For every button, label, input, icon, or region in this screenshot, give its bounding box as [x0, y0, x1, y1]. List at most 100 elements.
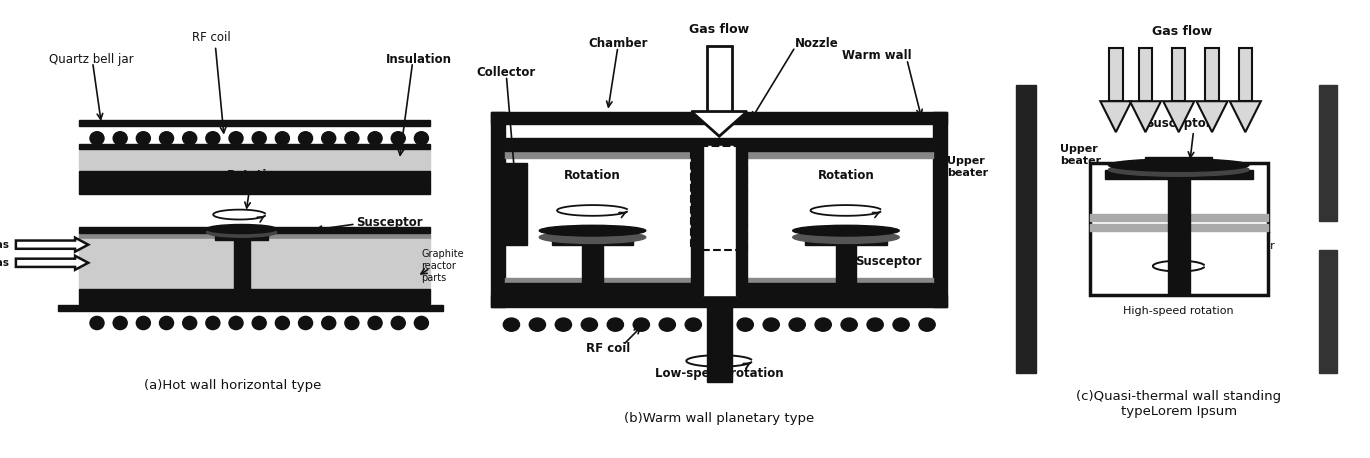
Ellipse shape	[207, 227, 277, 237]
Bar	[506, 163, 526, 245]
Text: Chamber: Chamber	[588, 37, 648, 50]
Ellipse shape	[793, 231, 899, 244]
Bar	[933, 111, 948, 307]
Bar	[1091, 214, 1267, 221]
Bar	[736, 146, 747, 295]
Circle shape	[114, 132, 127, 145]
Text: Insulation: Insulation	[386, 54, 452, 66]
Circle shape	[789, 318, 806, 331]
Bar	[707, 307, 732, 382]
Text: Collector: Collector	[475, 66, 536, 79]
Circle shape	[182, 316, 197, 330]
Circle shape	[369, 316, 382, 330]
Circle shape	[137, 316, 151, 330]
Circle shape	[345, 132, 359, 145]
Bar	[1145, 157, 1212, 169]
Bar	[79, 120, 430, 126]
Bar	[1167, 179, 1189, 295]
Bar	[79, 171, 430, 189]
Circle shape	[322, 132, 336, 145]
Bar	[79, 239, 430, 289]
Bar	[506, 278, 933, 284]
Polygon shape	[1196, 101, 1228, 132]
Circle shape	[737, 318, 754, 331]
Bar	[1104, 169, 1252, 179]
Circle shape	[633, 318, 649, 331]
Ellipse shape	[207, 224, 277, 234]
Bar	[1319, 85, 1337, 221]
Text: RF coil: RF coil	[585, 342, 630, 355]
Circle shape	[90, 132, 104, 145]
Text: Susceptor: Susceptor	[356, 216, 422, 229]
FancyArrow shape	[16, 256, 88, 270]
Bar	[490, 111, 506, 307]
Circle shape	[659, 318, 675, 331]
Bar	[506, 151, 933, 158]
Text: High-speed rotation: High-speed rotation	[1123, 306, 1234, 316]
Text: Gas flow: Gas flow	[689, 22, 749, 36]
Text: Rotation: Rotation	[818, 169, 874, 181]
Circle shape	[581, 318, 597, 331]
Bar	[79, 144, 430, 148]
Bar	[79, 149, 430, 170]
Circle shape	[182, 132, 197, 145]
Polygon shape	[1100, 101, 1132, 132]
Polygon shape	[1230, 101, 1260, 132]
Circle shape	[114, 316, 127, 330]
Text: Upper
beater: Upper beater	[1060, 144, 1101, 166]
Circle shape	[555, 318, 571, 331]
Bar	[582, 240, 603, 284]
Bar	[1173, 48, 1185, 101]
Circle shape	[392, 316, 406, 330]
Text: (b)Warm wall planetary type: (b)Warm wall planetary type	[625, 412, 814, 425]
Bar	[1017, 85, 1036, 373]
Text: Susceptor: Susceptor	[855, 256, 922, 268]
Circle shape	[159, 132, 174, 145]
Text: Upper
beater: Upper beater	[948, 156, 989, 178]
Circle shape	[607, 318, 623, 331]
Bar	[79, 289, 430, 304]
Circle shape	[90, 316, 104, 330]
Circle shape	[893, 318, 910, 331]
Text: Rotation: Rotation	[226, 169, 284, 181]
Ellipse shape	[793, 225, 899, 236]
Circle shape	[299, 316, 312, 330]
Bar	[1206, 48, 1219, 101]
Circle shape	[503, 318, 519, 331]
Circle shape	[711, 318, 727, 331]
Bar	[215, 233, 269, 240]
Bar	[1110, 48, 1122, 101]
Circle shape	[299, 132, 312, 145]
Circle shape	[137, 132, 151, 145]
Bar	[506, 138, 933, 151]
Circle shape	[919, 318, 936, 331]
Circle shape	[159, 316, 174, 330]
Bar	[552, 236, 633, 245]
Circle shape	[414, 132, 429, 145]
Bar	[490, 295, 948, 307]
Bar	[1238, 48, 1252, 101]
Bar	[58, 305, 444, 311]
Text: Low-speed rotation: Low-speed rotation	[655, 367, 784, 380]
Bar	[79, 234, 430, 239]
Circle shape	[763, 318, 780, 331]
Text: Rotation: Rotation	[564, 169, 621, 181]
Circle shape	[229, 132, 242, 145]
Text: RF coil: RF coil	[192, 31, 230, 44]
Polygon shape	[692, 111, 747, 136]
Bar	[703, 146, 736, 295]
Bar	[692, 146, 703, 295]
Text: Warm wall: Warm wall	[843, 49, 912, 62]
Circle shape	[206, 316, 219, 330]
Text: Lower
heater: Lower heater	[1238, 230, 1274, 251]
Circle shape	[322, 316, 336, 330]
Bar	[1091, 224, 1267, 231]
Circle shape	[275, 316, 289, 330]
Circle shape	[252, 132, 266, 145]
Ellipse shape	[1108, 159, 1249, 171]
Bar	[506, 284, 933, 295]
FancyArrow shape	[16, 238, 88, 251]
Bar	[234, 233, 249, 289]
Text: Quartz bell jar: Quartz bell jar	[49, 54, 133, 66]
Bar	[1091, 163, 1267, 295]
